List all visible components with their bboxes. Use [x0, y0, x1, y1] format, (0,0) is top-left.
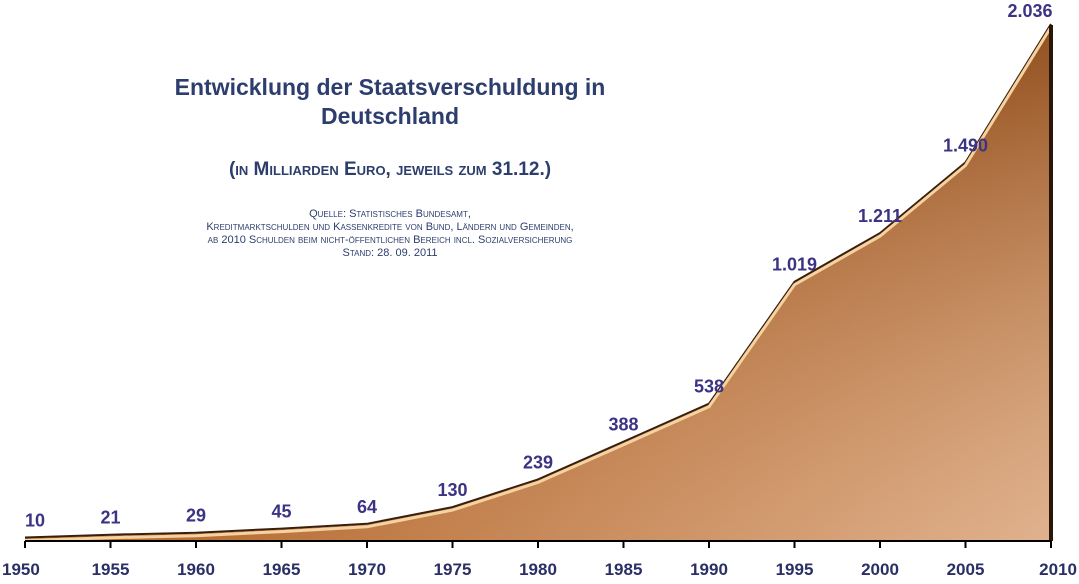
data-value-label: 239 [523, 452, 553, 472]
data-value-label: 10 [25, 510, 45, 530]
data-value-label: 64 [357, 497, 377, 517]
data-value-label: 538 [694, 377, 724, 397]
chart-subtitle: (in Milliarden Euro, jeweils zum 31.12.) [228, 159, 552, 180]
x-tick-label: 1950 [2, 560, 40, 579]
x-tick-label: 1980 [519, 560, 557, 579]
x-tick-label: 1995 [776, 560, 814, 579]
data-value-label: 45 [271, 502, 291, 522]
data-value-label: 130 [437, 480, 467, 500]
data-value-label: 1.211 [858, 206, 902, 226]
x-tick-label: 2005 [947, 560, 985, 579]
source-line: Quelle: Statistisches Bundesamt, [309, 208, 471, 220]
data-value-label: 1.019 [772, 255, 817, 275]
x-tick-label: 1975 [434, 560, 472, 579]
source-line: Kreditmarktschulden und Kassenkredite vo… [206, 221, 574, 233]
chart-title-line1: Entwicklung der Staatsverschuldung in [174, 74, 606, 100]
value-labels: 10 21 29 45 64 130 239 388 538 1.019 1.211 1.490 2.0… [25, 1, 1053, 530]
area-edge-dark [24, 23, 1052, 539]
x-tick-label: 2000 [861, 560, 899, 579]
x-tick-label: 1985 [605, 560, 643, 579]
data-value-label: 1.490 [943, 135, 988, 155]
data-value-label: 21 [100, 508, 120, 528]
chart-title-line2: Deutschland [320, 103, 460, 129]
x-tick-label: 2010 [1039, 560, 1077, 579]
x-axis-ticks: 1950 1955 1960 1965 1970 1975 1980 1985 1990 1995… [2, 541, 1077, 579]
x-tick-label: 1960 [177, 560, 215, 579]
area-shade [25, 25, 1051, 541]
source-line: Stand: 28. 09. 2011 [342, 247, 438, 259]
x-tick-label: 1970 [348, 560, 386, 579]
data-value-label: 29 [186, 506, 206, 526]
x-tick-label: 1990 [690, 560, 728, 579]
x-tick-label: 1955 [92, 560, 130, 579]
data-value-label: 388 [608, 415, 638, 435]
source-note: Quelle: Statistisches Bundesamt, Kreditm… [90, 208, 690, 260]
x-tick-label: 1965 [263, 560, 301, 579]
data-value-label: 2.036 [1007, 1, 1052, 21]
area-edge-highlight [24, 26, 1053, 542]
source-line: ab 2010 Schulden beim nicht-öffentlichen… [207, 234, 573, 246]
